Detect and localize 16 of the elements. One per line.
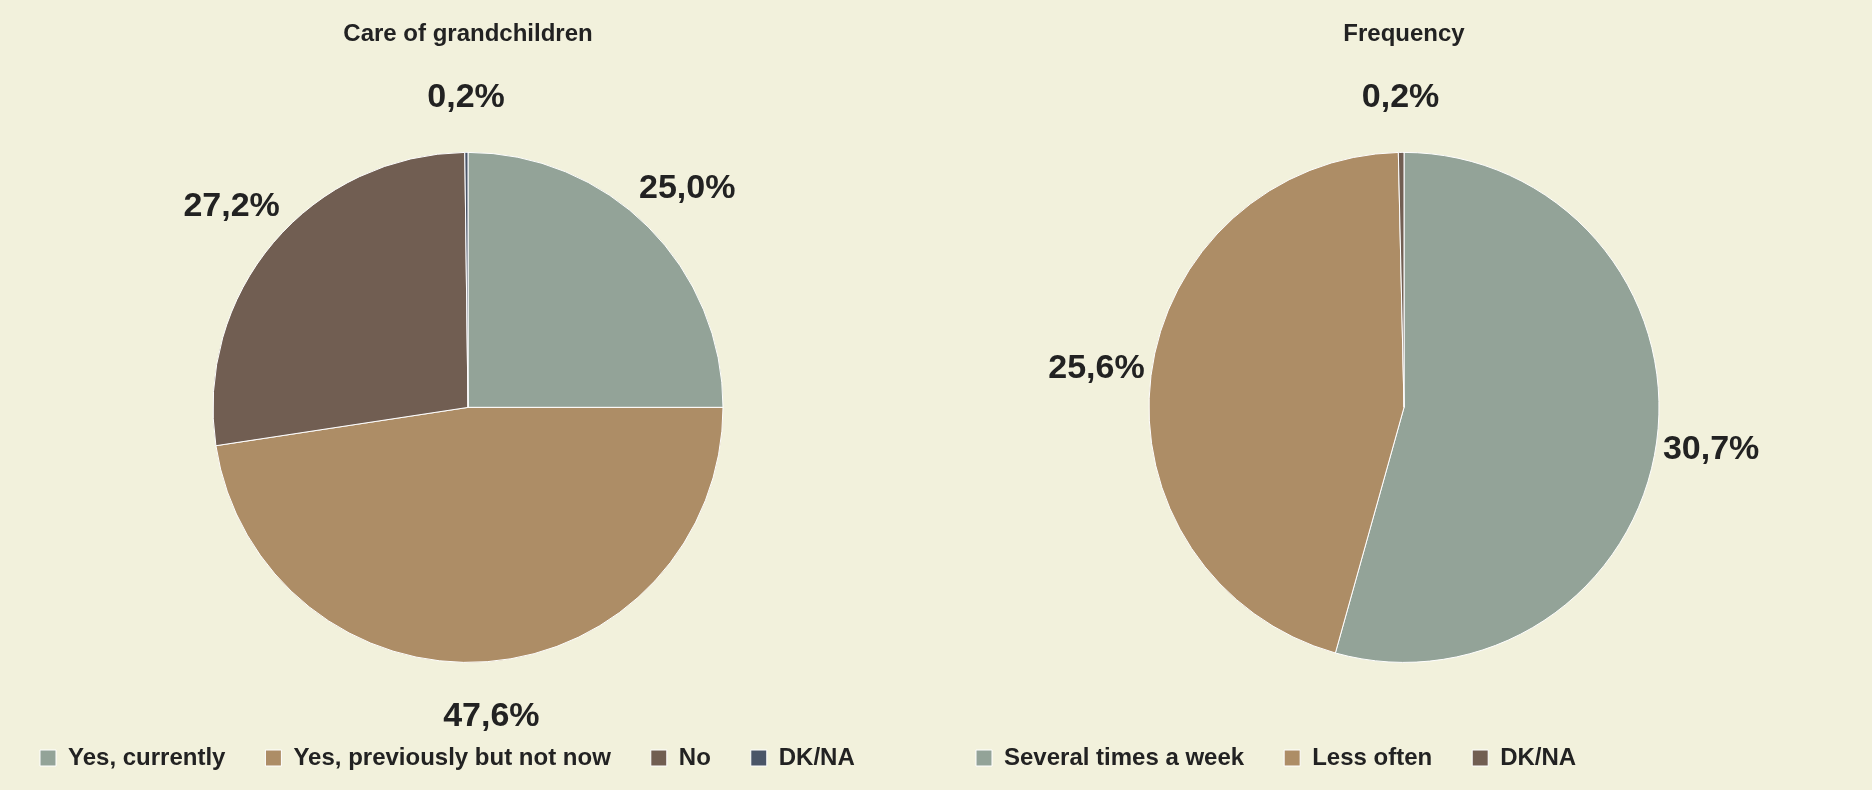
legend-label: Yes, currently: [68, 742, 227, 770]
legend-label: Yes, previously but not now: [293, 742, 612, 770]
data-label: 30,7%: [1662, 427, 1760, 466]
chart-title: Frequency: [1343, 19, 1466, 47]
data-label: 0,2%: [1361, 75, 1440, 114]
legend-label: No: [678, 742, 711, 770]
legend-label: DK/NA: [1500, 742, 1577, 770]
data-label: 27,2%: [183, 185, 280, 224]
chart-title: Care of grandchildren: [343, 19, 593, 47]
legend-label: Less often: [1312, 742, 1433, 770]
data-label: 25,0%: [639, 166, 736, 205]
legend-label: Several times a week: [1004, 742, 1245, 770]
data-label: 0,2%: [427, 75, 505, 114]
data-label: 25,6%: [1048, 347, 1145, 386]
data-label: 47,6%: [443, 694, 540, 733]
legend-label: DK/NA: [778, 742, 855, 770]
